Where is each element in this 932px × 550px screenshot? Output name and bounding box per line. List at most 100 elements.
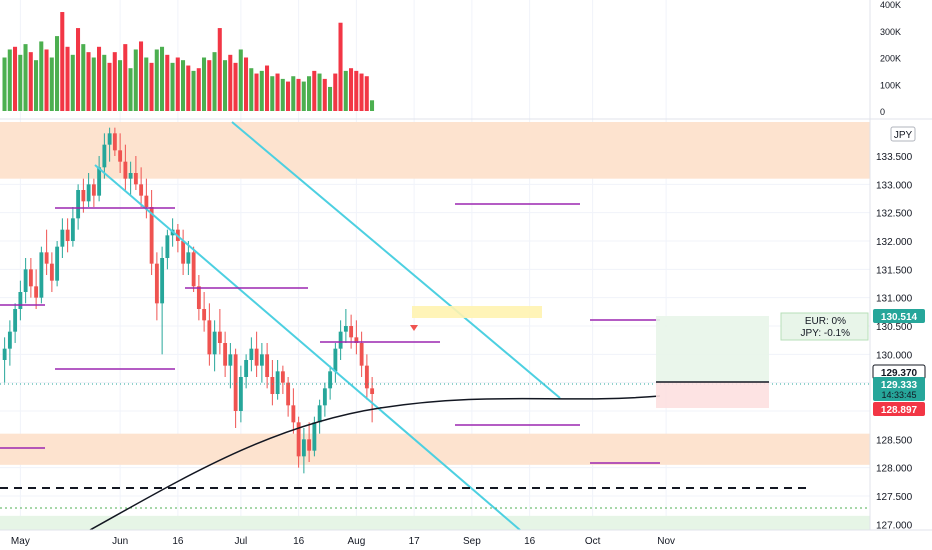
- candle-body: [107, 133, 112, 145]
- volume-bar: [13, 46, 18, 111]
- volume-bar: [81, 44, 86, 111]
- volume-tick-label: 0: [880, 107, 885, 117]
- volume-bar: [370, 100, 375, 111]
- candle-body: [359, 343, 364, 366]
- risk-reward-jpy: JPY: -0.1%: [801, 328, 851, 339]
- volume-bar: [112, 52, 117, 111]
- volume-bar: [7, 49, 12, 111]
- time-tick-label: Oct: [585, 536, 601, 547]
- candle-body: [322, 388, 327, 406]
- candle-body: [233, 354, 238, 411]
- candle-body: [139, 184, 144, 196]
- volume-bar: [44, 49, 49, 111]
- price-zone[interactable]: [0, 122, 870, 179]
- candle-body: [280, 371, 285, 383]
- svg-text:JPY: JPY: [894, 130, 913, 141]
- candle-body: [196, 286, 201, 309]
- drawings: [0, 121, 870, 531]
- volume-bar: [228, 54, 233, 111]
- volume-bar: [196, 68, 201, 111]
- stop-zone: [656, 382, 769, 408]
- price-tick-label: 130.500: [876, 322, 913, 333]
- candle-body: [55, 246, 60, 281]
- candle-body: [223, 343, 228, 366]
- candle-body: [102, 144, 107, 168]
- price-axis[interactable]: 133.500 133.000 132.500 132.000 131.500 131.0…: [876, 152, 913, 531]
- countdown-text: 14:33:45: [881, 390, 916, 400]
- volume-bar: [217, 28, 222, 112]
- volume-bar: [49, 57, 54, 111]
- candle-body: [354, 337, 359, 343]
- volume-bar: [139, 41, 144, 112]
- volume-bar: [244, 57, 249, 111]
- volume-bar: [223, 60, 228, 111]
- volume-bar: [238, 49, 243, 111]
- volume-bar: [354, 70, 359, 111]
- volume-bar: [249, 68, 254, 111]
- channel-upper-line[interactable]: [231, 121, 561, 399]
- candle-body: [286, 382, 291, 406]
- zones: [0, 122, 870, 530]
- volume-bar: [364, 76, 369, 111]
- candle-body: [228, 354, 233, 366]
- candle-body: [312, 422, 317, 451]
- candle-body: [70, 218, 75, 241]
- price-tick-label: 130.000: [876, 350, 913, 361]
- candle-body: [244, 360, 249, 377]
- currency-badge[interactable]: JPY: [890, 126, 916, 142]
- volume-tick-label: 300K: [880, 27, 901, 37]
- candle-body: [44, 252, 49, 264]
- price-tick-label: 132.000: [876, 237, 913, 248]
- long-position-tool[interactable]: EUR: 0% JPY: -0.1%: [656, 312, 869, 408]
- price-badges: 130.514 129.370 129.333 14:33:45 128.897: [872, 309, 926, 416]
- target-zone: [656, 316, 769, 382]
- price-tick-label: 128.500: [876, 435, 913, 446]
- volume-bar: [275, 73, 280, 111]
- time-tick-label: Nov: [657, 536, 675, 547]
- moving-average-line[interactable]: [89, 395, 661, 531]
- candle-body: [154, 263, 159, 304]
- volume-bar: [343, 70, 348, 111]
- candle-body: [91, 184, 96, 196]
- candle-body: [249, 348, 254, 360]
- volume-bar: [301, 81, 306, 111]
- volume-bar: [133, 49, 138, 111]
- candle-body: [328, 371, 333, 389]
- volume-bar: [154, 49, 159, 111]
- candle-body: [317, 405, 322, 423]
- stop-price-text: 128.897: [881, 405, 918, 416]
- candle-body: [160, 258, 165, 304]
- volume-bar: [317, 73, 322, 111]
- price-zone[interactable]: [0, 433, 870, 465]
- last-price-text: 129.333: [881, 380, 918, 391]
- candle-body: [18, 292, 23, 309]
- price-zone[interactable]: [0, 515, 870, 530]
- risk-reward-eur: EUR: 0%: [805, 316, 846, 327]
- volume-bar: [23, 44, 28, 111]
- time-axis[interactable]: May Jun 16 Jul 16 Aug 17 Sep 16 Oct Nov: [11, 536, 675, 547]
- candle-body: [2, 348, 7, 360]
- candle-body: [128, 173, 133, 179]
- volume-bar: [160, 46, 165, 111]
- volume-bar: [34, 60, 39, 111]
- candle-body: [370, 388, 375, 394]
- highlight-zone[interactable]: [412, 306, 542, 318]
- candle-body: [23, 269, 28, 292]
- candle-body: [301, 439, 306, 457]
- volume-bar: [265, 65, 270, 111]
- candle-body: [291, 405, 296, 423]
- candle-body: [118, 150, 123, 162]
- volume-bar: [123, 44, 128, 111]
- candle-body: [343, 326, 348, 332]
- volume-bar: [2, 57, 7, 111]
- volume-bar: [254, 73, 259, 111]
- candle-body: [270, 377, 275, 394]
- candle-body: [123, 161, 128, 179]
- price-tick-label: 131.000: [876, 294, 913, 305]
- time-tick-label: Aug: [347, 536, 365, 547]
- volume-bar: [170, 62, 175, 111]
- volume-axis: 400K 300K 200K 100K 0: [880, 0, 901, 117]
- candle-body: [86, 184, 91, 202]
- channel-lower-line[interactable]: [94, 164, 521, 531]
